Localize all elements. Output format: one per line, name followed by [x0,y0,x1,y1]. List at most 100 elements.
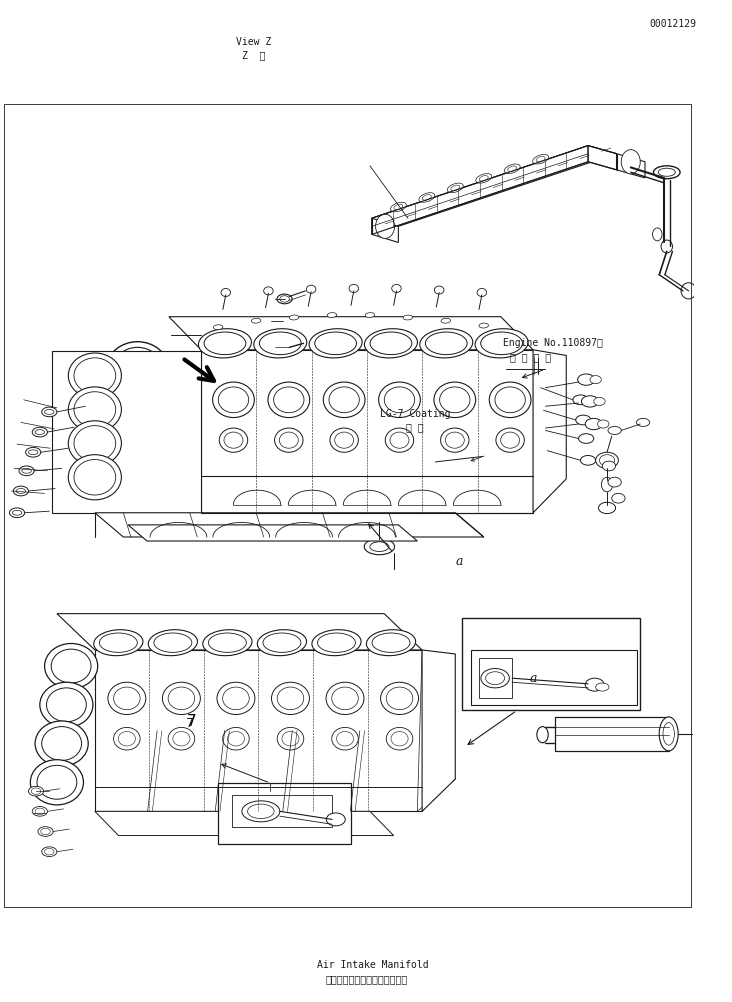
Ellipse shape [228,731,244,745]
Ellipse shape [349,285,359,293]
Polygon shape [95,650,422,812]
Ellipse shape [479,175,488,181]
Ellipse shape [372,633,410,652]
Ellipse shape [203,629,252,655]
Polygon shape [128,525,417,541]
Ellipse shape [204,332,246,355]
Ellipse shape [441,428,469,452]
Ellipse shape [68,455,122,500]
Ellipse shape [636,419,650,427]
Ellipse shape [51,649,91,683]
Ellipse shape [600,455,615,466]
Ellipse shape [94,629,143,655]
Ellipse shape [38,827,53,837]
Ellipse shape [173,731,190,745]
Ellipse shape [46,688,86,721]
Ellipse shape [495,387,526,413]
Ellipse shape [272,682,310,714]
Ellipse shape [68,421,122,466]
Ellipse shape [367,629,416,655]
Ellipse shape [251,319,261,324]
Bar [471,650,638,704]
Ellipse shape [280,296,289,303]
Polygon shape [232,796,332,828]
Ellipse shape [10,508,25,518]
Ellipse shape [149,629,198,655]
Ellipse shape [419,329,473,358]
Ellipse shape [330,428,359,452]
Ellipse shape [386,727,413,750]
Ellipse shape [422,194,431,200]
Ellipse shape [74,358,116,394]
Ellipse shape [365,329,417,358]
Ellipse shape [218,387,249,413]
Ellipse shape [259,332,301,355]
Ellipse shape [22,468,31,473]
Ellipse shape [29,450,38,455]
Ellipse shape [576,415,591,425]
Ellipse shape [329,387,359,413]
Ellipse shape [332,687,358,709]
Ellipse shape [654,165,680,178]
Ellipse shape [445,432,464,448]
Ellipse shape [475,329,528,358]
Ellipse shape [282,731,299,745]
Ellipse shape [536,156,545,162]
Ellipse shape [501,432,520,448]
Ellipse shape [585,419,602,430]
Ellipse shape [441,319,450,324]
Ellipse shape [602,461,616,471]
Polygon shape [372,218,398,242]
Ellipse shape [264,287,273,295]
Ellipse shape [247,804,274,819]
Ellipse shape [163,682,201,714]
Ellipse shape [596,683,609,691]
Ellipse shape [242,801,280,822]
Text: 00012129: 00012129 [649,19,697,29]
Ellipse shape [681,283,696,299]
Ellipse shape [504,164,520,173]
Ellipse shape [89,415,149,466]
Ellipse shape [403,315,413,320]
Ellipse shape [168,727,195,750]
Ellipse shape [608,477,621,487]
Ellipse shape [74,392,116,427]
Ellipse shape [40,682,93,727]
Ellipse shape [451,185,460,190]
Bar [462,617,640,710]
Text: Engine No.110897～: Engine No.110897～ [503,338,603,348]
Ellipse shape [327,313,337,318]
Ellipse shape [476,173,492,183]
Polygon shape [95,812,394,836]
Text: Air Intake Manifold: Air Intake Manifold [317,960,429,970]
Ellipse shape [578,374,594,386]
Ellipse shape [274,387,304,413]
Ellipse shape [660,716,678,750]
Ellipse shape [315,332,356,355]
Ellipse shape [580,456,596,465]
Ellipse shape [533,374,542,386]
Ellipse shape [30,760,83,805]
Ellipse shape [425,332,467,355]
Ellipse shape [318,633,356,652]
Ellipse shape [481,332,523,355]
Ellipse shape [596,452,619,468]
Ellipse shape [42,847,57,857]
Ellipse shape [394,204,403,209]
Ellipse shape [263,633,301,652]
Polygon shape [533,350,567,513]
Polygon shape [588,145,616,169]
Ellipse shape [258,629,307,655]
Ellipse shape [597,420,609,428]
Ellipse shape [220,428,247,452]
Ellipse shape [386,687,413,709]
Ellipse shape [477,289,487,297]
Ellipse shape [223,687,249,709]
Ellipse shape [277,727,304,750]
Ellipse shape [384,387,414,413]
Ellipse shape [365,313,375,318]
Text: 7: 7 [186,717,194,730]
Ellipse shape [608,427,621,435]
Ellipse shape [119,731,135,745]
Ellipse shape [13,486,29,496]
